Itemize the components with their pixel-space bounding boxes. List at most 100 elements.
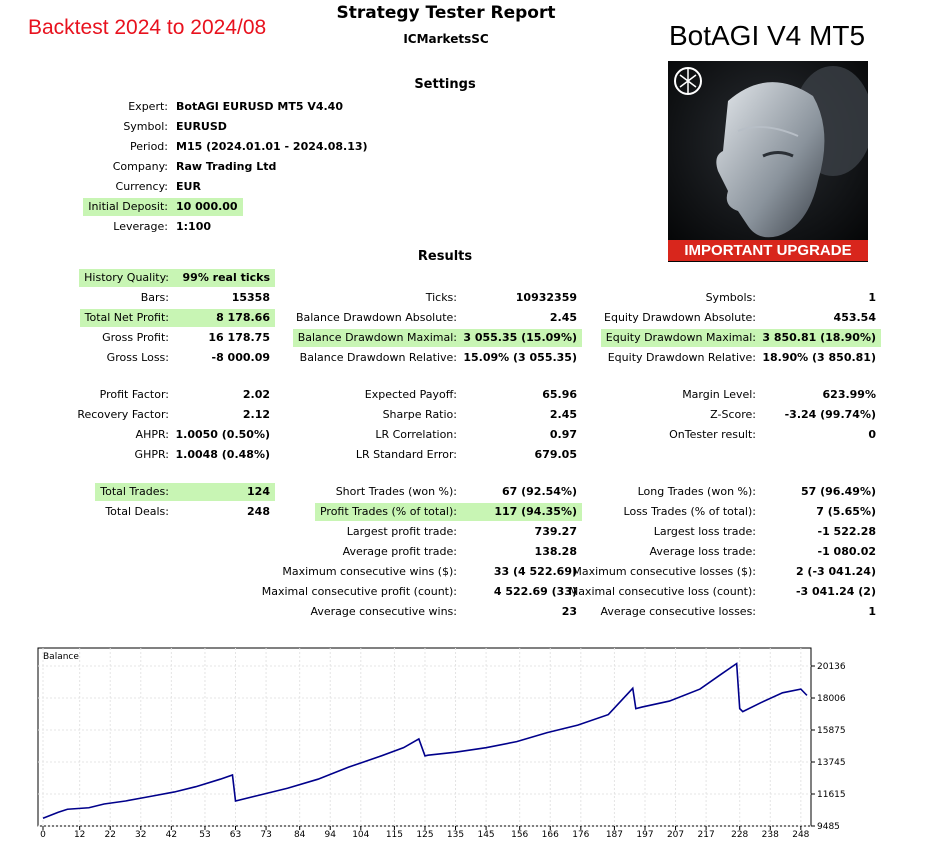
- result-label: Expected Payoff:: [364, 388, 457, 401]
- result-value: 16 178.75: [208, 331, 270, 344]
- result-label: Average consecutive losses:: [600, 605, 756, 618]
- result-value: 739.27: [534, 525, 577, 538]
- y-tick-label: 9485: [817, 822, 840, 832]
- y-tick-label: 11615: [817, 790, 846, 800]
- highlight: [314, 503, 582, 521]
- setting-value: BotAGI EURUSD MT5 V4.40: [176, 100, 343, 113]
- x-tick-label: 104: [352, 830, 369, 840]
- setting-label: Period:: [129, 140, 168, 153]
- results-title: Results: [417, 249, 473, 264]
- result-label: Profit Factor:: [99, 388, 169, 401]
- setting-value: EURUSD: [176, 120, 227, 133]
- x-tick-label: 53: [199, 830, 210, 840]
- promo-image: IMPORTANT UPGRADE: [668, 61, 868, 262]
- x-tick-label: 12: [74, 830, 85, 840]
- result-label: GHPR:: [134, 448, 169, 461]
- setting-label: Leverage:: [113, 220, 168, 233]
- series-label: Balance: [43, 652, 79, 662]
- result-label: Ticks:: [425, 291, 457, 304]
- result-value: 18.90% (3 850.81): [762, 351, 876, 364]
- result-value: 0: [868, 428, 876, 441]
- balance-line: [42, 662, 808, 820]
- result-value: -3 041.24 (2): [795, 585, 876, 598]
- setting-label: Expert:: [128, 100, 168, 113]
- result-value: -1 522.28: [817, 525, 877, 538]
- result-label: Gross Loss:: [106, 351, 169, 364]
- setting-label: Symbol:: [123, 120, 168, 133]
- result-value: 3 055.35 (15.09%): [463, 331, 577, 344]
- highlight: [600, 329, 881, 347]
- y-tick-label: 13745: [817, 758, 846, 768]
- result-label: LR Correlation:: [375, 428, 457, 441]
- y-tick-label: 18006: [817, 694, 846, 704]
- result-value: 15.09% (3 055.35): [463, 351, 577, 364]
- result-value: 7 (5.65%): [816, 505, 876, 518]
- highlight: [83, 198, 243, 216]
- result-label: Equity Drawdown Maximal:: [605, 331, 756, 344]
- setting-value: Raw Trading Ltd: [176, 160, 277, 173]
- result-value: 117 (94.35%): [494, 505, 577, 518]
- result-value: 1: [868, 291, 876, 304]
- x-tick-label: 176: [572, 830, 589, 840]
- x-tick-label: 217: [698, 830, 715, 840]
- result-label: Equity Drawdown Absolute:: [604, 311, 756, 324]
- report-title: Strategy Tester Report: [336, 3, 556, 23]
- x-tick-label: 207: [667, 830, 684, 840]
- result-value: 1.0050 (0.50%): [175, 428, 271, 441]
- result-label: Balance Drawdown Relative:: [299, 351, 457, 364]
- result-value: -3.24 (99.74%): [784, 408, 876, 421]
- result-label: Total Trades:: [100, 485, 169, 498]
- result-label: Average consecutive wins:: [310, 605, 457, 618]
- x-tick-label: 63: [230, 830, 241, 840]
- x-tick-label: 145: [477, 830, 494, 840]
- highlight: [79, 309, 275, 327]
- x-tick-label: 125: [416, 830, 433, 840]
- backtest-caption: Backtest 2024 to 2024/08: [28, 16, 267, 39]
- result-value: -1 080.02: [817, 545, 877, 558]
- highlight: [292, 329, 582, 347]
- result-value: 679.05: [534, 448, 577, 461]
- result-label: Equity Drawdown Relative:: [607, 351, 756, 364]
- x-tick-label: 238: [762, 830, 779, 840]
- result-value: 23: [561, 605, 577, 618]
- x-tick-label: 248: [792, 830, 809, 840]
- x-tick-label: 0: [40, 830, 46, 840]
- result-value: 2.45: [549, 408, 577, 421]
- result-value: 15358: [231, 291, 270, 304]
- result-label: Average profit trade:: [342, 545, 457, 558]
- result-value: 10932359: [515, 291, 577, 304]
- x-tick-label: 94: [325, 830, 337, 840]
- setting-value: 10 000.00: [176, 200, 238, 213]
- x-tick-label: 228: [731, 830, 748, 840]
- result-label: Sharpe Ratio:: [382, 408, 457, 421]
- x-tick-label: 32: [135, 830, 146, 840]
- result-label: OnTester result:: [669, 428, 756, 441]
- y-tick-label: 20136: [817, 662, 846, 672]
- result-value: 99% real ticks: [182, 271, 270, 284]
- highlight: [79, 269, 275, 287]
- x-tick-label: 84: [294, 830, 306, 840]
- x-tick-label: 166: [542, 830, 559, 840]
- result-label: Z-Score:: [710, 408, 756, 421]
- result-label: Maximum consecutive losses ($):: [572, 565, 756, 578]
- result-value: 138.28: [534, 545, 577, 558]
- result-label: Margin Level:: [682, 388, 756, 401]
- result-value: 2.02: [242, 388, 270, 401]
- x-tick-label: 156: [511, 830, 528, 840]
- result-label: Largest profit trade:: [346, 525, 457, 538]
- result-value: 57 (96.49%): [800, 485, 876, 498]
- brand-title: BotAGI V4 MT5: [668, 20, 866, 51]
- result-value: 248: [247, 505, 270, 518]
- result-label: Symbols:: [705, 291, 756, 304]
- result-label: Balance Drawdown Absolute:: [295, 311, 457, 324]
- x-tick-label: 187: [606, 830, 623, 840]
- result-value: 65.96: [542, 388, 577, 401]
- result-value: 3 850.81 (18.90%): [762, 331, 876, 344]
- result-label: LR Standard Error:: [355, 448, 457, 461]
- result-value: 8 178.66: [216, 311, 270, 324]
- result-value: 623.99%: [822, 388, 876, 401]
- result-value: -8 000.09: [211, 351, 271, 364]
- y-tick-label: 15875: [817, 726, 846, 736]
- result-value: 2.45: [549, 311, 577, 324]
